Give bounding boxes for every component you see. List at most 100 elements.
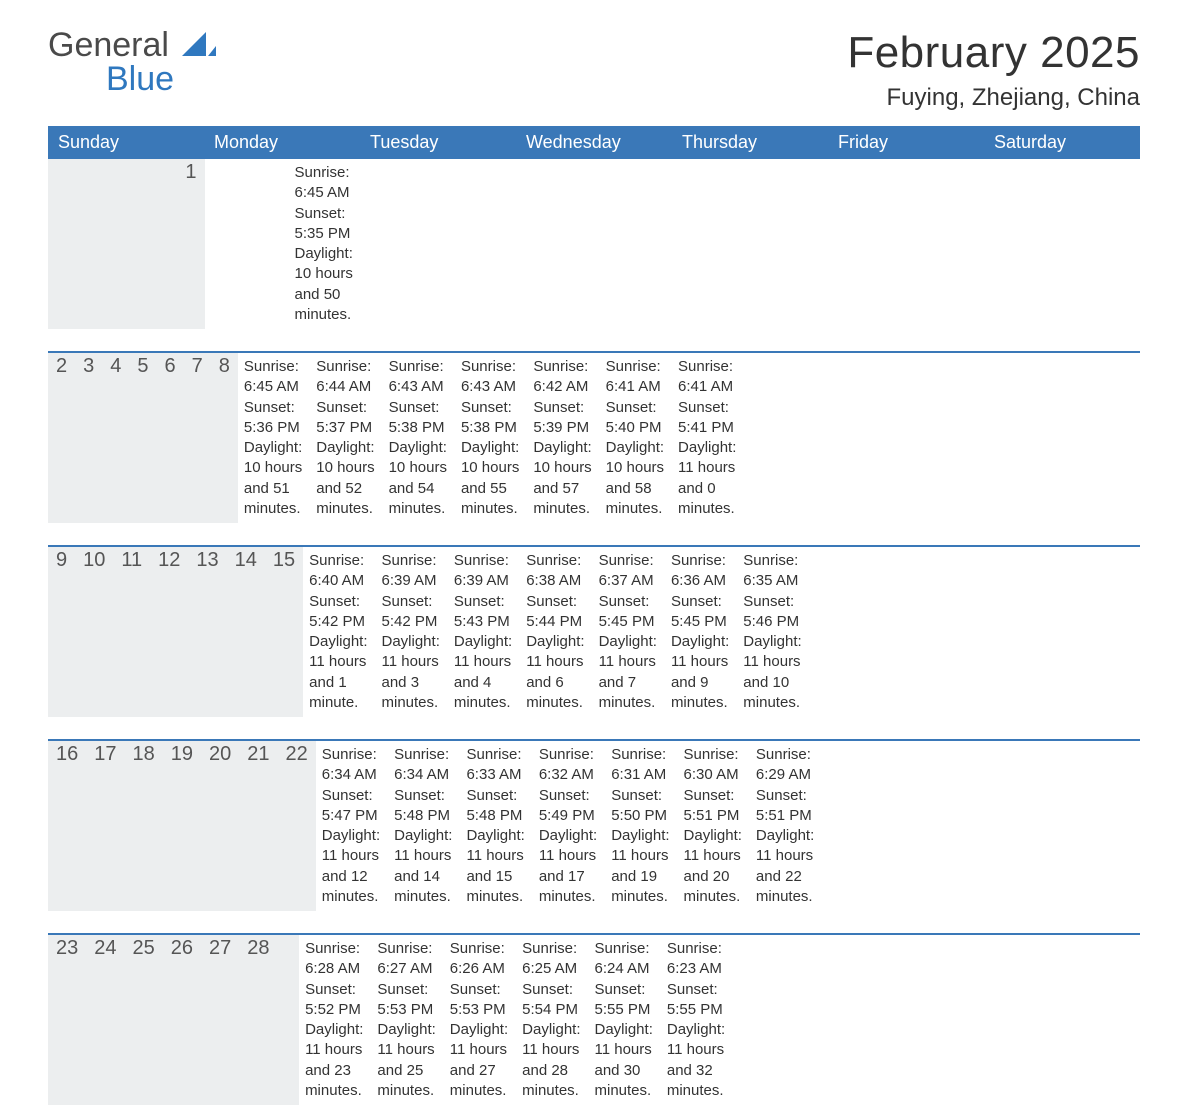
sunrise-text: Sunrise: 6:42 AM [533,357,591,398]
day-details [205,159,219,329]
day-details [733,935,747,1105]
sunset-text: Sunset: 5:43 PM [454,592,512,633]
daylight-text: Daylight: 11 hours and 30 minutes. [595,1020,653,1101]
sunset-text: Sunset: 5:37 PM [316,398,374,439]
sail-icon [182,28,216,62]
day-number: 5 [129,353,156,523]
daylight-text: Daylight: 11 hours and 10 minutes. [743,632,801,713]
day-details: Sunrise: 6:31 AMSunset: 5:50 PMDaylight:… [605,741,677,911]
sunrise-text: Sunrise: 6:33 AM [466,745,524,786]
title-block: February 2025 Fuying, Zhejiang, China [847,28,1140,112]
day-details: Sunrise: 6:30 AMSunset: 5:51 PMDaylight:… [678,741,750,911]
daylight-text: Daylight: 10 hours and 57 minutes. [533,438,591,519]
sunset-text: Sunset: 5:38 PM [389,398,447,439]
day-details: Sunrise: 6:32 AMSunset: 5:49 PMDaylight:… [533,741,605,911]
sunrise-text: Sunrise: 6:39 AM [454,551,512,592]
sunset-text: Sunset: 5:45 PM [599,592,657,633]
sunset-text: Sunset: 5:46 PM [743,592,801,633]
daylight-text: Daylight: 11 hours and 20 minutes. [684,826,742,907]
daylight-text: Daylight: 10 hours and 51 minutes. [244,438,302,519]
sunset-text: Sunset: 5:35 PM [295,204,353,245]
day-number: 14 [227,547,265,717]
daylight-text: Daylight: 10 hours and 54 minutes. [389,438,447,519]
day-number [70,159,92,329]
sunrise-text: Sunrise: 6:38 AM [526,551,584,592]
day-number: 13 [188,547,226,717]
sunset-text: Sunset: 5:55 PM [667,980,725,1021]
calendar-week: 232425262728 Sunrise: 6:28 AMSunset: 5:5… [48,933,1140,1105]
daybody-row: Sunrise: 6:28 AMSunset: 5:52 PMDaylight:… [299,935,747,1105]
day-number [113,159,135,329]
daylight-text: Daylight: 10 hours and 55 minutes. [461,438,519,519]
day-details: Sunrise: 6:39 AMSunset: 5:42 PMDaylight:… [376,547,448,717]
day-number: 4 [102,353,129,523]
sunset-text: Sunset: 5:51 PM [756,786,814,827]
sunrise-text: Sunrise: 6:29 AM [756,745,814,786]
daybody-row: Sunrise: 6:45 AMSunset: 5:36 PMDaylight:… [238,353,745,523]
day-number: 24 [86,935,124,1105]
topbar: General Blue February 2025 Fuying, Zheji… [48,28,1140,112]
day-details [219,159,233,329]
sunrise-text: Sunrise: 6:34 AM [322,745,380,786]
sunrise-text: Sunrise: 6:36 AM [671,551,729,592]
daylight-text: Daylight: 11 hours and 32 minutes. [667,1020,725,1101]
brand-word-general: General [48,26,169,64]
calendar-week: 2345678Sunrise: 6:45 AMSunset: 5:36 PMDa… [48,351,1140,523]
sunrise-text: Sunrise: 6:26 AM [450,939,508,980]
sunrise-text: Sunrise: 6:43 AM [461,357,519,398]
day-details: Sunrise: 6:36 AMSunset: 5:45 PMDaylight:… [665,547,737,717]
daynum-row: 9101112131415 [48,547,303,717]
day-number: 21 [239,741,277,911]
sunset-text: Sunset: 5:45 PM [671,592,729,633]
calendar-week: 16171819202122Sunrise: 6:34 AMSunset: 5:… [48,739,1140,911]
sunset-text: Sunset: 5:48 PM [394,786,452,827]
day-details: Sunrise: 6:44 AMSunset: 5:37 PMDaylight:… [310,353,382,523]
daylight-text: Daylight: 11 hours and 9 minutes. [671,632,729,713]
sunrise-text: Sunrise: 6:23 AM [667,939,725,980]
sunrise-text: Sunrise: 6:30 AM [684,745,742,786]
daylight-text: Daylight: 11 hours and 15 minutes. [466,826,524,907]
daylight-text: Daylight: 11 hours and 4 minutes. [454,632,512,713]
daybody-row: Sunrise: 6:40 AMSunset: 5:42 PMDaylight:… [303,547,810,717]
day-number: 1 [177,159,204,329]
day-details: Sunrise: 6:45 AMSunset: 5:36 PMDaylight:… [238,353,310,523]
daylight-text: Daylight: 11 hours and 14 minutes. [394,826,452,907]
sunrise-text: Sunrise: 6:24 AM [595,939,653,980]
sunset-text: Sunset: 5:53 PM [377,980,435,1021]
weekday-header: Tuesday [360,126,516,159]
day-details [233,159,247,329]
sunset-text: Sunset: 5:42 PM [309,592,367,633]
month-title: February 2025 [847,28,1140,78]
daybody-row: Sunrise: 6:45 AMSunset: 5:35 PMDaylight:… [205,159,361,329]
daynum-row: 1 [48,159,205,329]
day-details: Sunrise: 6:45 AMSunset: 5:35 PMDaylight:… [289,159,361,329]
sunrise-text: Sunrise: 6:41 AM [678,357,736,398]
day-number [156,159,178,329]
day-details [261,159,275,329]
daylight-text: Daylight: 11 hours and 7 minutes. [599,632,657,713]
sunset-text: Sunset: 5:52 PM [305,980,363,1021]
sunrise-text: Sunrise: 6:39 AM [382,551,440,592]
sunset-text: Sunset: 5:42 PM [382,592,440,633]
calendar: SundayMondayTuesdayWednesdayThursdayFrid… [48,126,1140,1105]
day-number: 9 [48,547,75,717]
sunrise-text: Sunrise: 6:31 AM [611,745,669,786]
weekday-header: Thursday [672,126,828,159]
sunrise-text: Sunrise: 6:40 AM [309,551,367,592]
sunrise-text: Sunrise: 6:25 AM [522,939,580,980]
sunrise-text: Sunrise: 6:32 AM [539,745,597,786]
sunrise-text: Sunrise: 6:37 AM [599,551,657,592]
day-details: Sunrise: 6:29 AMSunset: 5:51 PMDaylight:… [750,741,822,911]
daylight-text: Daylight: 10 hours and 52 minutes. [316,438,374,519]
day-details: Sunrise: 6:28 AMSunset: 5:52 PMDaylight:… [299,935,371,1105]
daylight-text: Daylight: 11 hours and 1 minute. [309,632,367,713]
sunrise-text: Sunrise: 6:34 AM [394,745,452,786]
daynum-row: 16171819202122 [48,741,316,911]
sunset-text: Sunset: 5:47 PM [322,786,380,827]
sunrise-text: Sunrise: 6:27 AM [377,939,435,980]
daylight-text: Daylight: 11 hours and 23 minutes. [305,1020,363,1101]
sunset-text: Sunset: 5:51 PM [684,786,742,827]
daylight-text: Daylight: 11 hours and 25 minutes. [377,1020,435,1101]
day-number: 20 [201,741,239,911]
brand-logo: General Blue [48,28,216,96]
